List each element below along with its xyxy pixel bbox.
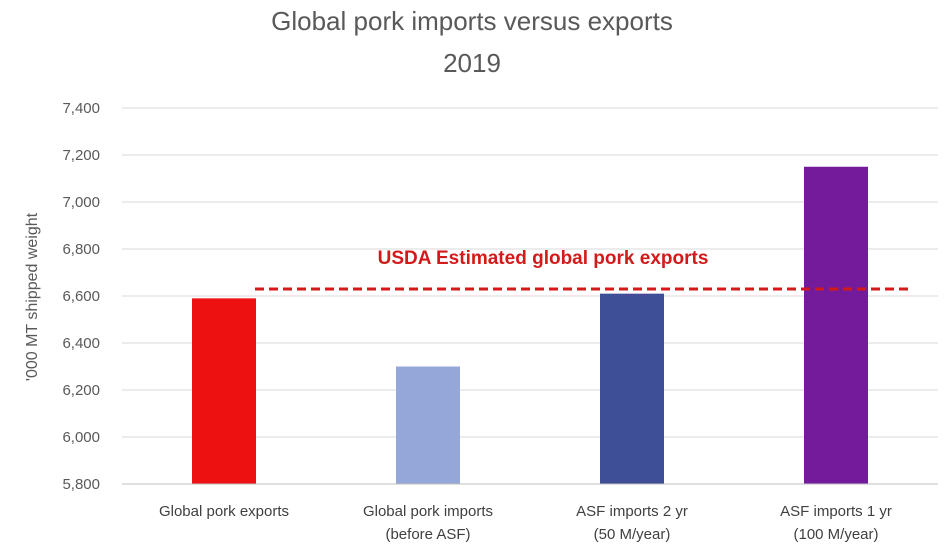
y-tick-label: 7,400 [62,100,100,117]
y-tick-label: 6,000 [62,429,100,446]
y-tick-label: 6,800 [62,241,100,258]
chart-title: Global pork imports versus exports [271,6,673,36]
y-tick-label: 7,000 [62,194,100,211]
bar [192,298,256,484]
bar [804,166,868,484]
x-category-label: Global pork exports [159,503,289,520]
gridlines [122,107,938,438]
bar [396,366,460,484]
x-category-label: Global pork imports [363,503,493,520]
x-axis-categories: Global pork exports Global pork imports (b… [159,503,892,543]
x-category-label: ASF imports 2 yr [576,503,688,520]
y-tick-label: 7,200 [62,147,100,164]
bar [600,293,664,484]
y-axis-label: '000 MT shipped weight [24,212,41,381]
reference-line-label: USDA Estimated global pork exports [378,248,709,269]
y-axis-ticks: 5,800 6,000 6,200 6,400 6,600 6,800 7,000 7,200… [62,100,100,493]
y-tick-label: 6,200 [62,382,100,399]
y-tick-label: 5,800 [62,476,100,493]
bars [192,166,868,484]
x-category-label: (before ASF) [385,526,470,543]
y-tick-label: 6,600 [62,288,100,305]
x-category-label: ASF imports 1 yr [780,503,892,520]
y-tick-label: 6,400 [62,335,100,352]
chart-subtitle: 2019 [443,48,501,78]
x-category-label: (100 M/year) [793,526,878,543]
x-category-label: (50 M/year) [594,526,671,543]
